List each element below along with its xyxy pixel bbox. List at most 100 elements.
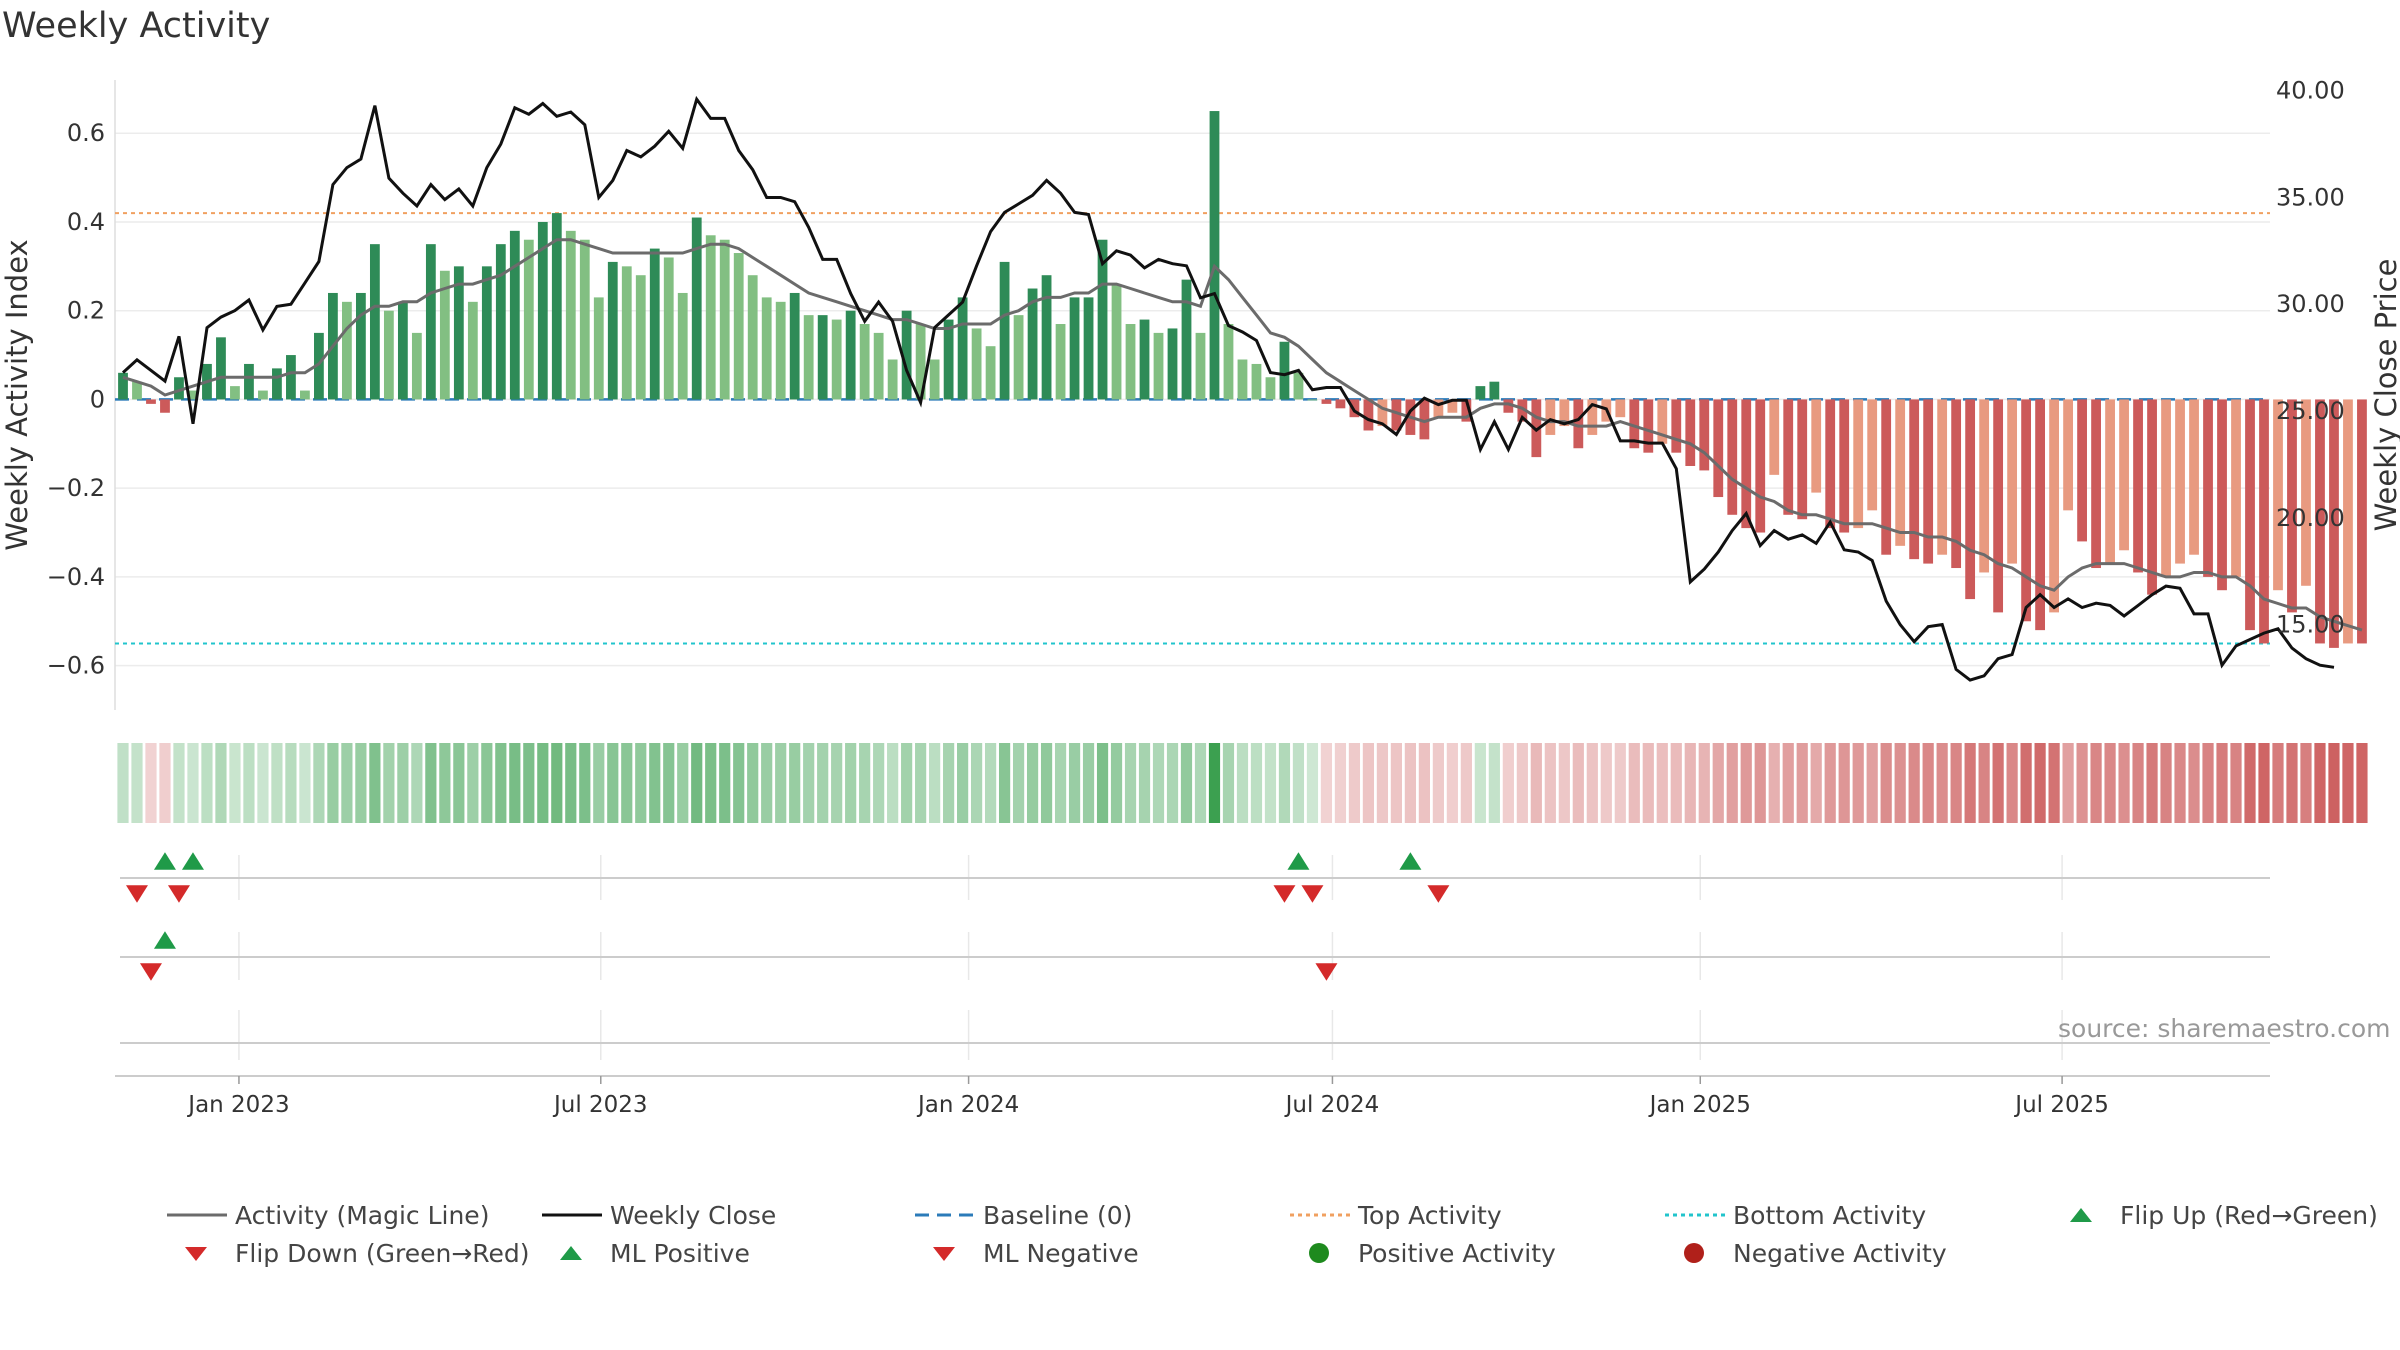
heat-cell [1852,743,1864,823]
heat-cell [733,743,745,823]
heat-cell [341,743,353,823]
heat-cell [789,743,801,823]
activity-bar [1125,324,1136,400]
activity-bar [915,324,926,400]
heat-cell [1166,743,1179,823]
activity-bar [1223,324,1234,400]
activity-bar [272,368,282,400]
activity-bar [1489,381,1500,400]
activity-bar [369,244,380,400]
activity-bar [1055,324,1066,400]
heat-cell [1110,743,1123,823]
activity-bar [1307,399,1318,401]
activity-bar [411,332,422,400]
heat-cell [2132,743,2144,823]
heat-cell [1390,743,1403,823]
legend-item: Top Activity [1288,1200,1502,1230]
heat-cell [2160,743,2172,823]
legend-item: Flip Up (Red→Green) [2050,1200,2378,1230]
activity-bar [551,213,562,400]
y-tick-label: 0 [90,385,105,413]
heat-cell [1810,743,1822,823]
heat-cell [453,743,465,823]
activity-bar [1503,399,1514,413]
heat-cell [1922,743,1934,823]
activity-bar [873,332,884,400]
legend-item: ML Positive [540,1238,750,1268]
heat-cell [299,743,311,823]
activity-bar [1713,399,1724,498]
y-tick-label: −0.2 [47,474,105,502]
y-tick-label: −0.4 [47,563,105,591]
heat-cell [411,743,423,823]
heat-cell [1978,743,1990,823]
activity-bar [1181,279,1192,400]
legend-swatch [2070,1208,2092,1222]
activity-bar [1461,399,1472,422]
activity-bar [1671,399,1682,453]
heat-cell [1278,743,1291,823]
activity-bar [1909,399,1920,560]
y-tick-label: −0.6 [47,652,105,680]
x-tick-label: Jan 2024 [916,1092,1019,1118]
activity-bar [2273,399,2283,591]
heat-cell [984,743,997,823]
activity-bar [649,248,660,400]
heat-cell [1908,743,1920,823]
chart-title: Weekly Activity [2,6,271,46]
heat-cell [705,743,717,823]
activity-bar [747,275,758,400]
heat-cell [313,743,325,823]
heat-cell [2118,743,2130,823]
activity-bar [957,297,968,400]
activity-bar [2091,399,2101,569]
heat-cell [607,743,619,823]
heat-cell [1614,743,1626,823]
activity-bar [1811,399,1822,493]
heat-cell [467,743,479,823]
activity-bar [817,315,828,400]
series-lines [121,95,2363,682]
activity-bar [593,297,604,400]
y-tick-label: 0.4 [67,208,105,236]
heat-cell [1460,743,1472,823]
heat-cell [691,743,703,823]
activity-bar [1195,332,1206,400]
heat-cell [1096,743,1109,823]
legend-item: Weekly Close [540,1200,776,1230]
y-tick-label: 0.6 [67,119,105,147]
heat-cell [271,743,283,823]
heat-cell [747,743,759,823]
heat-cell [1782,743,1794,823]
heat-cell [1474,743,1486,823]
heat-cell [817,743,829,823]
x-tick-label: Jul 2023 [552,1092,648,1118]
legend-swatch [185,1247,207,1261]
activity-bar [1923,399,1934,564]
heat-cell [1628,743,1640,823]
heat-cell [215,743,227,823]
activity-bar [495,244,506,400]
activity-bar [1083,297,1094,400]
y2-tick-label: 35.00 [2276,183,2345,211]
legend-item: Baseline (0) [913,1200,1132,1230]
legend-swatch [933,1247,955,1261]
activity-bar [2119,399,2129,551]
activity-bar [1377,399,1388,427]
heat-cell [873,743,885,823]
activity-bar [985,346,996,400]
heat-cell [1698,743,1710,823]
y-axis-right: 40.00 35.00 30.00 25.00 20.00 15.00 [2276,77,2345,639]
flip-up-marker [1287,852,1310,870]
activity-bar [607,261,618,400]
activity-bar [355,292,366,400]
legend: Activity (Magic Line) Weekly Close Baselin… [0,1200,2400,1290]
heat-cell [1124,743,1137,823]
activity-bar [2105,399,2115,564]
heat-cell [2006,743,2018,823]
heat-cell [2216,743,2228,823]
activity-bar [481,266,492,400]
heat-cell [425,743,437,823]
activity-bar [383,310,394,400]
legend-label: Negative Activity [1733,1238,1947,1268]
